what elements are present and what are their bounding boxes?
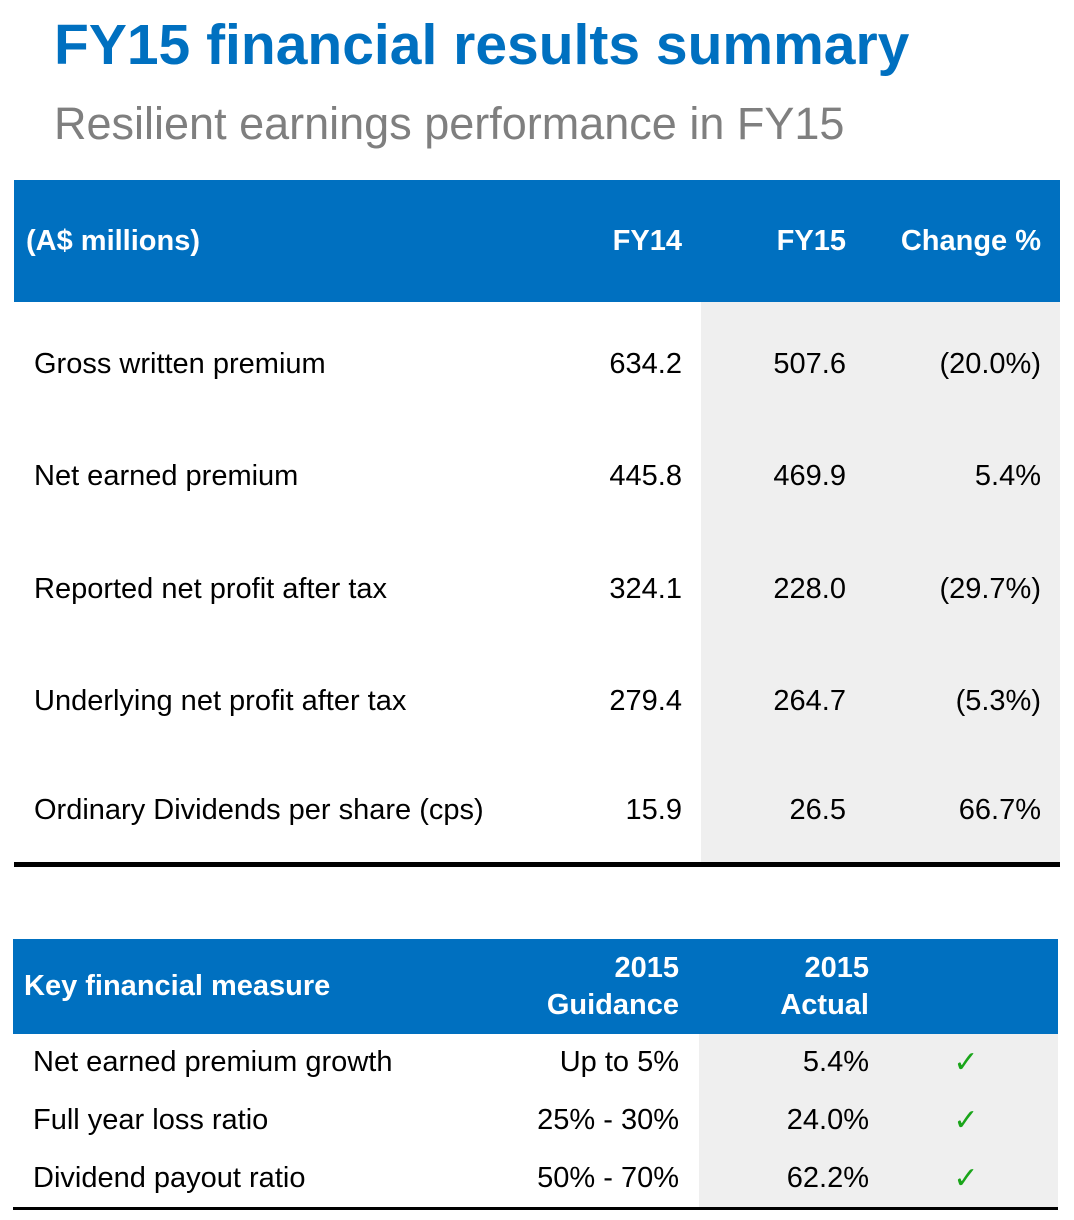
fy14-value: 445.8 <box>609 460 682 493</box>
guidance-value: 50% - 70% <box>500 1149 699 1211</box>
page-title: FY15 financial results summary <box>54 13 910 77</box>
table-row: Gross written premium 634.2 507.6 (20.0%… <box>14 302 1060 421</box>
fy14-value: 279.4 <box>609 685 682 718</box>
fy14-value: 324.1 <box>609 572 682 605</box>
row-label: Underlying net profit after tax <box>34 685 407 718</box>
actual-value: 5.4% <box>699 1034 874 1092</box>
fy15-value: 469.9 <box>701 420 860 533</box>
change-value: (5.3%) <box>860 645 1060 758</box>
fy15-value: 228.0 <box>701 533 860 646</box>
measure-label: Dividend payout ratio <box>13 1149 500 1211</box>
change-value: 66.7% <box>860 758 1060 867</box>
checkmark-icon: ✓ <box>953 1161 979 1195</box>
guidance-value: 25% - 30% <box>537 1104 679 1137</box>
fy14-value: 634.2 <box>609 347 682 380</box>
header-fy14: FY14 <box>560 180 701 302</box>
header-units: (A$ millions) <box>14 180 560 302</box>
header-guidance: 2015 Guidance <box>500 939 699 1034</box>
table-row: Ordinary Dividends per share (cps) 15.9 … <box>14 758 1060 867</box>
row-label: Gross written premium <box>34 347 326 380</box>
met-cell: ✓ <box>874 1091 1058 1150</box>
fy15-value: 26.5 <box>701 758 860 867</box>
change-value: (29.7%) <box>860 533 1060 646</box>
checkmark-icon: ✓ <box>953 1104 979 1138</box>
row-label: Reported net profit after tax <box>34 572 388 605</box>
header-fy15: FY15 <box>701 180 860 302</box>
header-actual: 2015 Actual <box>699 939 874 1034</box>
met-cell: ✓ <box>874 1034 1058 1092</box>
fy15-value: 507.6 <box>701 302 860 421</box>
checkmark-icon: ✓ <box>953 1046 979 1080</box>
actual-value: 24.0% <box>699 1091 874 1150</box>
table-row: Underlying net profit after tax 279.4 26… <box>14 645 1060 758</box>
actual-value: 62.2% <box>699 1149 874 1211</box>
header-blank <box>874 939 1058 1034</box>
measures-header-row: Key financial measure 2015 Guidance 2015… <box>13 939 1058 1034</box>
header-guidance-label: Guidance <box>546 988 679 1021</box>
fy14-value: 15.9 <box>560 758 701 867</box>
change-value: 5.4% <box>860 420 1060 533</box>
header-measure: Key financial measure <box>13 939 500 1034</box>
change-value: (20.0%) <box>860 302 1060 421</box>
header-actual-year: 2015 <box>804 951 869 984</box>
results-header-row: (A$ millions) FY14 FY15 Change % <box>14 180 1060 302</box>
header-guidance-year: 2015 <box>614 951 679 984</box>
row-label: Ordinary Dividends per share (cps) <box>14 758 560 867</box>
table-row: Net earned premium 445.8 469.9 5.4% <box>14 420 1060 533</box>
header-actual-label: Actual <box>780 988 869 1021</box>
met-cell: ✓ <box>874 1149 1058 1211</box>
header-change: Change % <box>860 180 1060 302</box>
table-row: Net earned premium growth Up to 5% 5.4% … <box>13 1034 1058 1092</box>
measure-label: Full year loss ratio <box>33 1104 269 1137</box>
table-row: Dividend payout ratio 50% - 70% 62.2% ✓ <box>13 1149 1058 1211</box>
results-table: (A$ millions) FY14 FY15 Change % Gross w… <box>14 180 1060 867</box>
key-measures-table: Key financial measure 2015 Guidance 2015… <box>13 939 1058 1211</box>
table-row: Reported net profit after tax 324.1 228.… <box>14 533 1060 646</box>
row-label: Net earned premium <box>34 460 299 493</box>
table-row: Full year loss ratio 25% - 30% 24.0% ✓ <box>13 1091 1058 1150</box>
fy15-value: 264.7 <box>701 645 860 758</box>
measure-label: Net earned premium growth <box>33 1046 393 1079</box>
page-subtitle: Resilient earnings performance in FY15 <box>54 98 845 149</box>
guidance-value: Up to 5% <box>559 1046 679 1079</box>
